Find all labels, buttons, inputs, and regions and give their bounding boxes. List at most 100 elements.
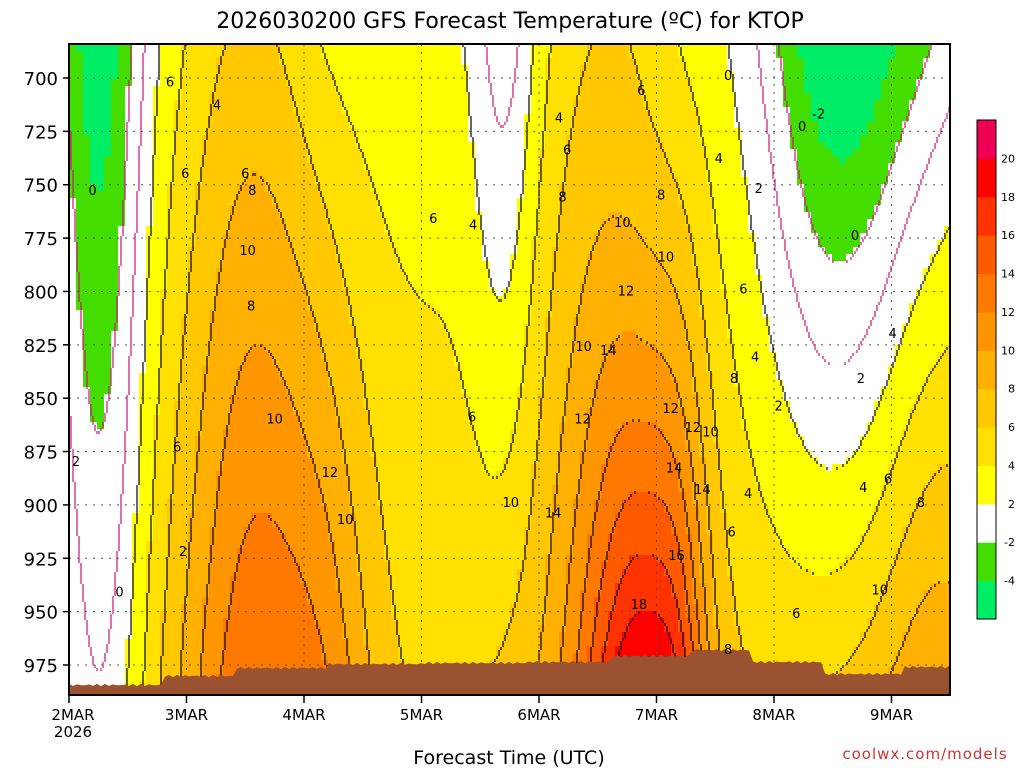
shading-cell (328, 296, 336, 304)
shading-cell (153, 583, 161, 591)
shading-cell (111, 373, 119, 381)
shading-cell (412, 254, 420, 262)
shading-cell (139, 415, 147, 423)
shading-cell (335, 149, 343, 157)
shading-cell (307, 541, 315, 549)
shading-cell (342, 401, 350, 409)
shading-cell (314, 541, 322, 549)
shading-cell (125, 492, 133, 500)
shading-cell (286, 149, 294, 157)
shading-cell (104, 548, 112, 556)
shading-cell (398, 429, 406, 437)
shading-cell (83, 135, 91, 143)
shading-cell (405, 611, 413, 619)
shading-cell (300, 597, 308, 605)
shading-cell (419, 576, 427, 584)
shading-cell (153, 359, 161, 367)
shading-cell (83, 226, 91, 234)
shading-cell (328, 317, 336, 325)
shading-cell (195, 534, 203, 542)
shading-cell (356, 93, 364, 101)
shading-cell (307, 401, 315, 409)
shading-cell (335, 226, 343, 234)
shading-cell (335, 100, 343, 108)
shading-cell (104, 401, 112, 409)
shading-cell (174, 639, 182, 647)
shading-cell (90, 555, 98, 563)
shading-cell (76, 653, 84, 661)
shading-cell (216, 527, 224, 535)
shading-cell (216, 261, 224, 269)
shading-cell (160, 93, 168, 101)
shading-cell (202, 275, 210, 283)
shading-cell (174, 254, 182, 262)
shading-cell (321, 324, 329, 332)
shading-cell (244, 58, 252, 66)
shading-cell (321, 548, 329, 556)
shading-cell (419, 485, 427, 493)
shading-cell (69, 114, 77, 122)
shading-cell (258, 548, 266, 556)
shading-cell (279, 576, 287, 584)
shading-cell (258, 191, 266, 199)
shading-cell (76, 548, 84, 556)
shading-cell (356, 513, 364, 521)
shading-cell (265, 310, 273, 318)
shading-cell (111, 646, 119, 654)
shading-cell (153, 198, 161, 206)
shading-cell (230, 513, 238, 521)
shading-cell (209, 576, 217, 584)
shading-cell (377, 646, 385, 654)
shading-cell (153, 254, 161, 262)
shading-cell (335, 457, 343, 465)
shading-cell (314, 296, 322, 304)
shading-cell (321, 331, 329, 339)
shading-cell (293, 583, 301, 591)
shading-cell (174, 317, 182, 325)
shading-cell (335, 107, 343, 115)
shading-cell (160, 632, 168, 640)
shading-cell (251, 534, 259, 542)
shading-cell (104, 506, 112, 514)
shading-cell (76, 373, 84, 381)
shading-cell (440, 233, 448, 241)
shading-cell (237, 590, 245, 598)
shading-cell (237, 261, 245, 269)
shading-cell (153, 506, 161, 514)
shading-cell (139, 534, 147, 542)
shading-cell (111, 135, 119, 143)
shading-cell (405, 436, 413, 444)
shading-cell (90, 51, 98, 59)
shading-cell (167, 268, 175, 276)
shading-cell (391, 436, 399, 444)
shading-cell (83, 352, 91, 360)
shading-cell (286, 79, 294, 87)
shading-cell (230, 100, 238, 108)
shading-cell (370, 261, 378, 269)
shading-cell (314, 506, 322, 514)
shading-cell (251, 548, 259, 556)
shading-cell (153, 639, 161, 647)
shading-cell (76, 121, 84, 129)
shading-cell (83, 254, 91, 262)
shading-cell (258, 233, 266, 241)
shading-cell (286, 569, 294, 577)
shading-cell (426, 149, 434, 157)
shading-cell (111, 513, 119, 521)
shading-cell (258, 205, 266, 213)
shading-cell (125, 149, 133, 157)
shading-cell (104, 93, 112, 101)
shading-cell (342, 646, 350, 654)
shading-cell (321, 303, 329, 311)
shading-cell (384, 163, 392, 171)
shading-cell (230, 555, 238, 563)
shading-cell (384, 310, 392, 318)
shading-cell (230, 338, 238, 346)
shading-cell (265, 618, 273, 626)
shading-cell (132, 401, 140, 409)
shading-cell (300, 464, 308, 472)
shading-cell (265, 58, 273, 66)
shading-cell (433, 170, 441, 178)
shading-cell (118, 562, 126, 570)
shading-cell (391, 408, 399, 416)
